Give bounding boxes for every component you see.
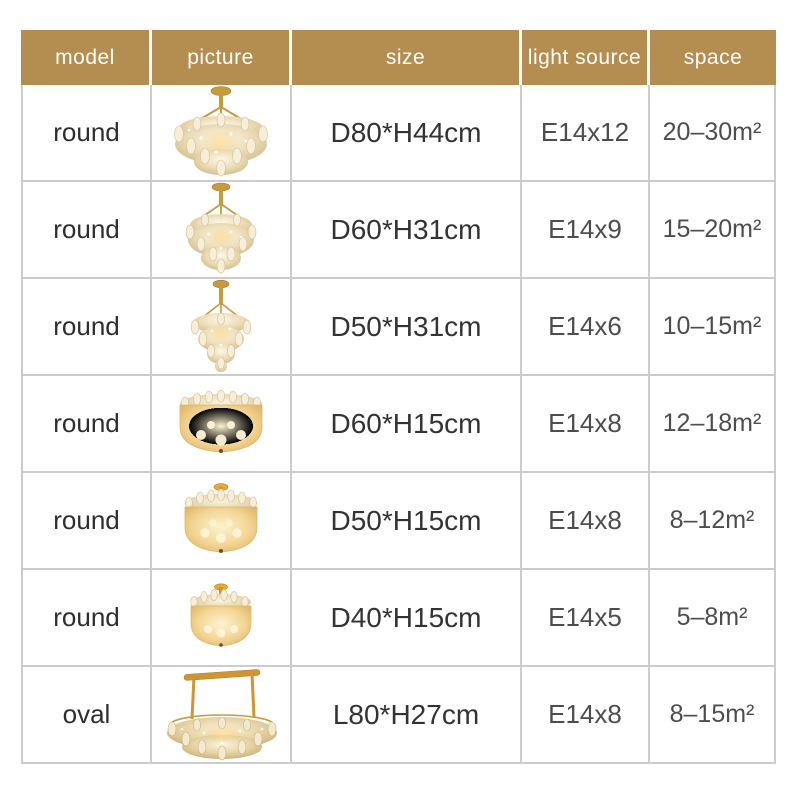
model-value: round xyxy=(21,570,152,667)
size-value: D80*H44cm xyxy=(292,85,522,182)
flush-drum-crystal-light-icon xyxy=(184,482,258,553)
model-value: round xyxy=(21,279,152,376)
picture-cell xyxy=(152,473,292,570)
light-source-value: E14x8 xyxy=(522,667,650,764)
flush-drum-crystal-light-icon xyxy=(179,389,263,453)
model-value: round xyxy=(21,85,152,182)
model-value: round xyxy=(21,473,152,570)
light-source-value: E14x5 xyxy=(522,570,650,667)
size-value: D60*H31cm xyxy=(292,182,522,279)
model-value: oval xyxy=(21,667,152,764)
model-value: round xyxy=(21,376,152,473)
linear-oval-crystal-chandelier-icon xyxy=(167,668,277,760)
two-tier-crystal-chandelier-icon xyxy=(174,85,268,176)
picture-cell xyxy=(152,667,292,764)
size-value: D50*H15cm xyxy=(292,473,522,570)
header-cell-picture: picture xyxy=(152,30,292,85)
space-value: 12–18m² xyxy=(650,376,776,473)
light-source-value: E14x9 xyxy=(522,182,650,279)
cascade-crystal-chandelier-icon xyxy=(185,182,257,273)
product-spec-table: model picture size light source space ro… xyxy=(21,30,776,764)
size-value: D60*H15cm xyxy=(292,376,522,473)
space-value: 15–20m² xyxy=(650,182,776,279)
cone-crystal-chandelier-icon xyxy=(190,279,252,372)
header-cell-light-source: light source xyxy=(522,30,650,85)
space-value: 8–12m² xyxy=(650,473,776,570)
size-value: D40*H15cm xyxy=(292,570,522,667)
picture-cell xyxy=(152,570,292,667)
space-value: 20–30m² xyxy=(650,85,776,182)
header-cell-space: space xyxy=(650,30,776,85)
light-source-value: E14x8 xyxy=(522,473,650,570)
space-value: 10–15m² xyxy=(650,279,776,376)
size-value: L80*H27cm xyxy=(292,667,522,764)
header-cell-size: size xyxy=(292,30,522,85)
picture-cell xyxy=(152,182,292,279)
size-value: D50*H31cm xyxy=(292,279,522,376)
space-value: 8–15m² xyxy=(650,667,776,764)
picture-cell xyxy=(152,279,292,376)
table-row: round xyxy=(21,182,776,279)
header-cell-model: model xyxy=(21,30,152,85)
picture-cell xyxy=(152,376,292,473)
table-header-row: model picture size light source space xyxy=(21,30,776,85)
flush-drum-crystal-light-icon xyxy=(190,582,252,647)
table-row: round xyxy=(21,376,776,473)
table-row: round xyxy=(21,85,776,182)
light-source-value: E14x12 xyxy=(522,85,650,182)
picture-cell xyxy=(152,85,292,182)
model-value: round xyxy=(21,182,152,279)
table-row: round xyxy=(21,279,776,376)
table-row: oval xyxy=(21,667,776,764)
table-row: round xyxy=(21,570,776,667)
space-value: 5–8m² xyxy=(650,570,776,667)
light-source-value: E14x6 xyxy=(522,279,650,376)
table-row: round xyxy=(21,473,776,570)
light-source-value: E14x8 xyxy=(522,376,650,473)
